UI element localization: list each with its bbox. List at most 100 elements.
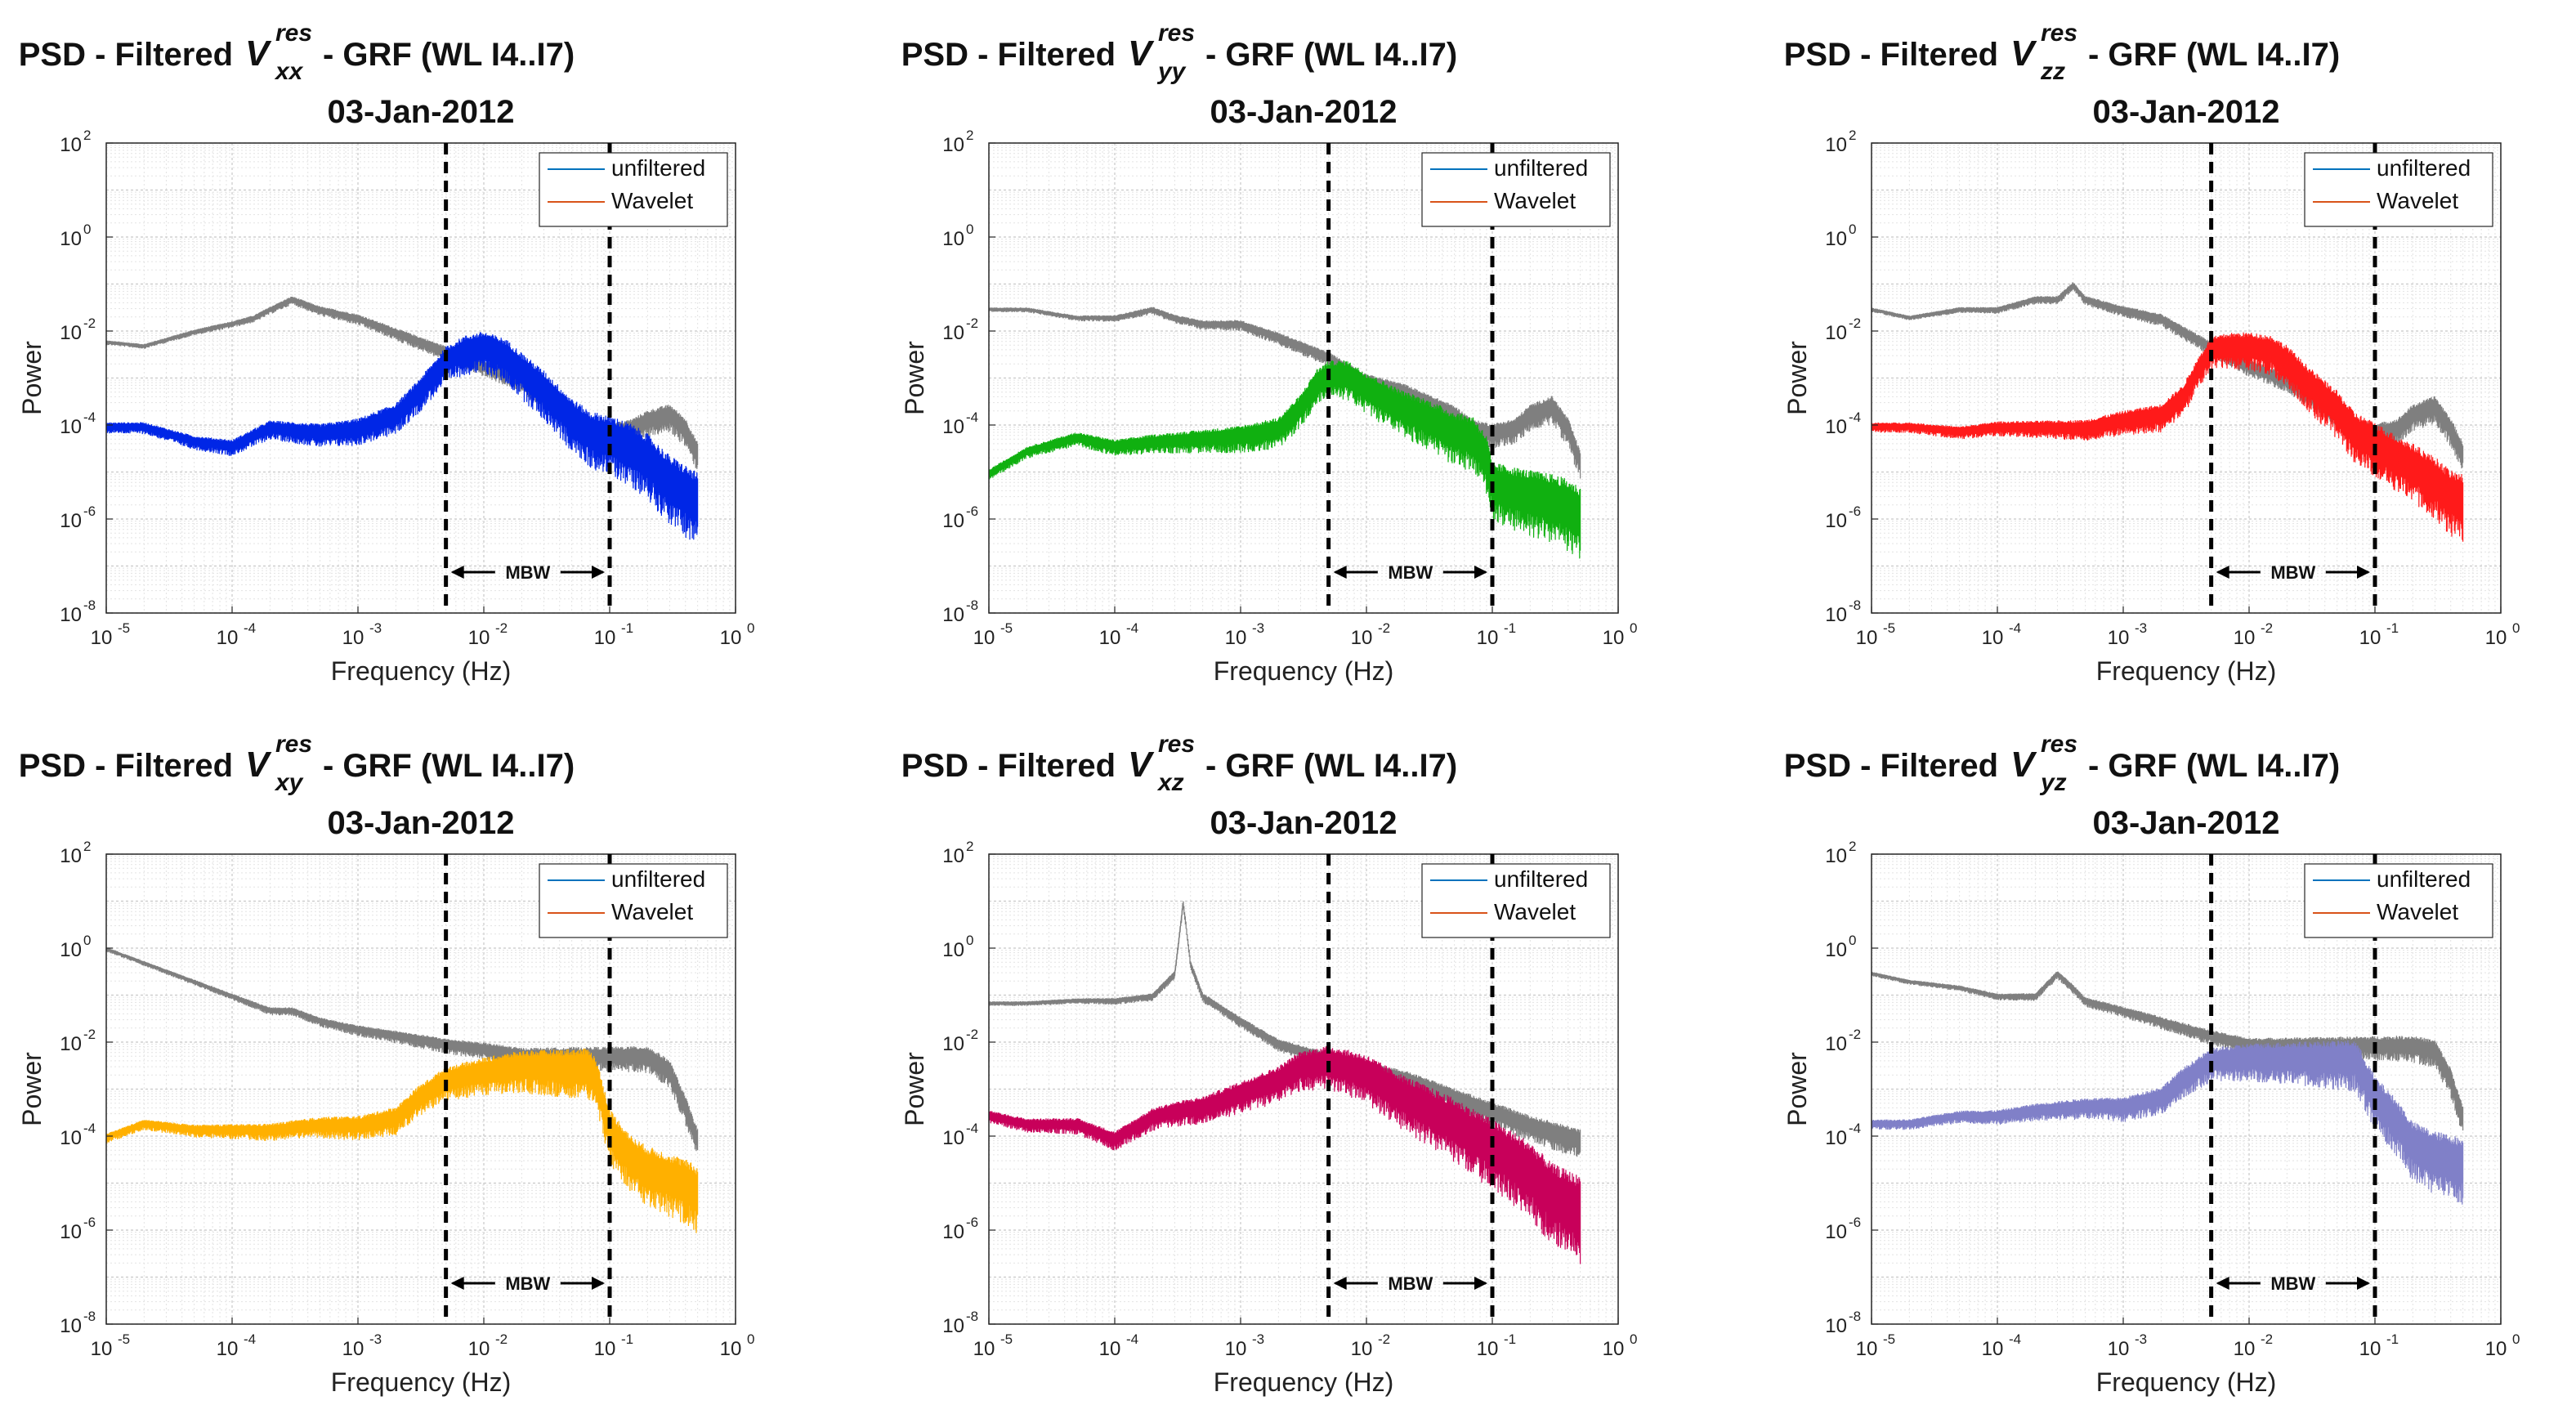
x-tick-exponent: -4 xyxy=(2009,620,2021,636)
y-tick-exponent: -6 xyxy=(1849,503,1861,519)
legend-entry-wavelet: Wavelet xyxy=(611,188,693,213)
y-axis-label: Power xyxy=(900,1052,929,1126)
x-tick-label: 10 xyxy=(2234,627,2256,649)
y-tick-label: 10 xyxy=(60,1127,82,1149)
series-wavelet-yy xyxy=(989,360,1581,559)
y-tick-exponent: -8 xyxy=(966,1309,978,1324)
y-tick-exponent: -8 xyxy=(1849,597,1861,613)
y-tick-exponent: -6 xyxy=(966,1215,978,1230)
ticks: 10 -5 10 -4 10 -3 10 -2 10 -1 10 010 -810 -610 -410 -21… xyxy=(60,128,754,649)
y-tick-exponent: -4 xyxy=(1849,1121,1861,1136)
x-tick-exponent: -1 xyxy=(1504,1331,1516,1347)
x-axis-label: Frequency (Hz) xyxy=(331,1367,512,1397)
y-tick-label: 10 xyxy=(60,228,82,250)
y-axis-label: Power xyxy=(900,341,929,415)
x-tick-exponent: -4 xyxy=(1126,620,1138,636)
legend-entry-wavelet: Wavelet xyxy=(1494,899,1576,924)
y-tick-exponent: -4 xyxy=(1849,409,1861,425)
x-tick-exponent: 0 xyxy=(1630,620,1637,636)
y-tick-exponent: 2 xyxy=(966,839,973,854)
x-tick-label: 10 xyxy=(1099,1338,1121,1360)
x-tick-label: 10 xyxy=(720,627,742,649)
title-prefix: PSD - Filtered xyxy=(1784,748,1998,784)
x-tick-exponent: -1 xyxy=(621,1331,633,1347)
title-suffix: - GRF (WL I4..I7) xyxy=(323,748,575,784)
y-tick-exponent: 0 xyxy=(966,222,973,237)
series-unfiltered-yz xyxy=(1872,971,2464,1131)
y-tick-exponent: -2 xyxy=(83,315,96,331)
mbw-label: MBW xyxy=(2270,1273,2315,1294)
y-tick-exponent: -6 xyxy=(83,1215,96,1230)
title-suffix: - GRF (WL I4..I7) xyxy=(2088,37,2340,73)
x-tick-exponent: -3 xyxy=(1252,1331,1264,1347)
chart-panel-xy: 10 -5 10 -4 10 -3 10 -2 10 -1 10 010 -810 -610 -410 -21… xyxy=(17,731,754,1397)
ticks: 10 -5 10 -4 10 -3 10 -2 10 -1 10 010 -810 -610 -410 -21… xyxy=(942,128,1637,649)
y-tick-exponent: -2 xyxy=(966,315,978,331)
x-tick-label: 10 xyxy=(1225,1338,1247,1360)
legend-entry-unfiltered: unfiltered xyxy=(611,866,705,892)
title-superscript: res xyxy=(2041,20,2077,47)
y-tick-label: 10 xyxy=(60,416,82,438)
chart-subtitle: 03-Jan-2012 xyxy=(1210,94,1397,130)
y-tick-exponent: 2 xyxy=(1849,839,1856,854)
mbw-label: MBW xyxy=(1388,562,1433,583)
series-wavelet-yz xyxy=(1872,1040,2464,1205)
y-tick-exponent: -8 xyxy=(1849,1309,1861,1324)
y-tick-label: 10 xyxy=(942,1315,964,1337)
y-tick-label: 10 xyxy=(1825,1033,1847,1055)
y-tick-label: 10 xyxy=(942,228,964,250)
x-tick-label: 10 xyxy=(2108,1338,2130,1360)
legend-entry-unfiltered: unfiltered xyxy=(2377,155,2471,181)
x-tick-exponent: -5 xyxy=(1883,1331,1895,1347)
y-axis-label: Power xyxy=(17,1052,47,1126)
title-superscript: res xyxy=(1158,20,1195,47)
series-wavelet-xx xyxy=(106,332,699,540)
x-tick-exponent: -2 xyxy=(1378,620,1390,636)
y-axis-label: Power xyxy=(1782,341,1812,415)
legend-entry-unfiltered: unfiltered xyxy=(611,155,705,181)
legend: unfiltered Wavelet xyxy=(2304,863,2493,938)
y-tick-exponent: -2 xyxy=(966,1027,978,1042)
title-suffix: - GRF (WL I4..I7) xyxy=(1205,37,1457,73)
ticks: 10 -5 10 -4 10 -3 10 -2 10 -1 10 010 -810 -610 -410 -21… xyxy=(60,839,754,1360)
y-tick-exponent: 0 xyxy=(1849,222,1856,237)
chart-panel-xz: 10 -5 10 -4 10 -3 10 -2 10 -1 10 010 -810 -610 -410 -21… xyxy=(900,731,1637,1397)
y-tick-exponent: -8 xyxy=(83,597,96,613)
y-tick-exponent: 0 xyxy=(83,222,91,237)
y-tick-exponent: 2 xyxy=(83,128,91,143)
title-superscript: res xyxy=(275,731,312,758)
y-axis-label: Power xyxy=(17,341,47,415)
y-tick-exponent: -8 xyxy=(966,597,978,613)
y-tick-exponent: -4 xyxy=(83,1121,96,1136)
series-wavelet-zz xyxy=(1872,332,2464,542)
y-tick-label: 10 xyxy=(1825,939,1847,961)
x-tick-label: 10 xyxy=(468,1338,490,1360)
chart-panel-yy: 10 -5 10 -4 10 -3 10 -2 10 -1 10 010 -810 -610 -410 -21… xyxy=(900,20,1637,686)
series-unfiltered-xy xyxy=(106,947,699,1152)
y-tick-label: 10 xyxy=(1825,845,1847,867)
x-tick-exponent: -2 xyxy=(1378,1331,1390,1347)
x-axis-label: Frequency (Hz) xyxy=(1214,656,1394,686)
x-tick-label: 10 xyxy=(2359,1338,2381,1360)
x-tick-exponent: -5 xyxy=(1883,620,1895,636)
y-tick-label: 10 xyxy=(1825,1315,1847,1337)
x-tick-label: 10 xyxy=(342,627,364,649)
series-wavelet-xy xyxy=(106,1048,699,1233)
title-subscript: yy xyxy=(1156,58,1187,85)
title-suffix: - GRF (WL I4..I7) xyxy=(1205,748,1457,784)
x-tick-label: 10 xyxy=(91,627,113,649)
x-tick-label: 10 xyxy=(594,1338,616,1360)
title-subscript: xz xyxy=(1156,769,1184,796)
y-tick-label: 10 xyxy=(1825,510,1847,532)
y-tick-label: 10 xyxy=(1825,1221,1847,1243)
chart-panel-yz: 10 -5 10 -4 10 -3 10 -2 10 -1 10 010 -810 -610 -410 -21… xyxy=(1782,731,2520,1397)
y-tick-exponent: 2 xyxy=(83,839,91,854)
y-tick-exponent: -4 xyxy=(966,1121,978,1136)
y-tick-exponent: -2 xyxy=(1849,1027,1861,1042)
title-symbol: V xyxy=(1128,745,1155,785)
y-tick-label: 10 xyxy=(942,510,964,532)
y-tick-label: 10 xyxy=(942,322,964,344)
